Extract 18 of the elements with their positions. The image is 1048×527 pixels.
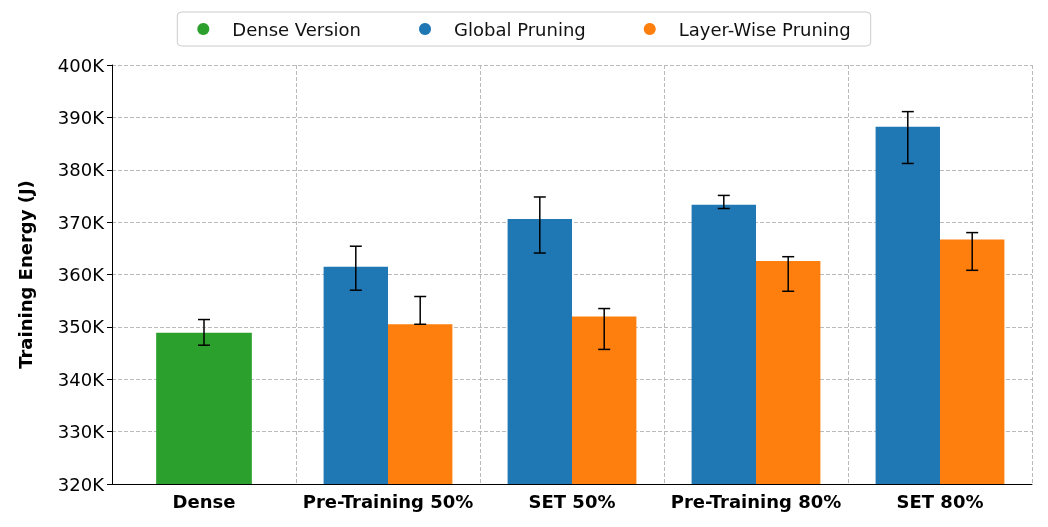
x-tick-label: Pre-Training 80% [670, 490, 842, 512]
y-tick-label: 390K [57, 106, 106, 128]
legend-label: Dense Version [232, 18, 362, 40]
y-tick-label: 350K [57, 316, 106, 338]
y-tick-label: 330K [57, 421, 106, 443]
x-tick-label: Pre-Training 50% [302, 490, 474, 512]
y-tick-label: 400K [57, 54, 106, 76]
y-tick-label: 360K [57, 264, 106, 285]
y-tick-label: 320K [57, 473, 106, 495]
y-tick-label: 340K [57, 368, 106, 390]
legend-label: Global Pruning [454, 18, 586, 40]
y-tick-label: 380K [57, 159, 106, 181]
legend-label: Layer-Wise Pruning [678, 18, 851, 40]
x-tick-label: SET 80% [896, 490, 984, 512]
x-tick-label: Dense [172, 490, 236, 512]
x-tick-label: SET 50% [528, 490, 616, 512]
y-axis-title: Training Energy (J) [14, 180, 36, 369]
y-tick-label: 370K [57, 211, 106, 233]
